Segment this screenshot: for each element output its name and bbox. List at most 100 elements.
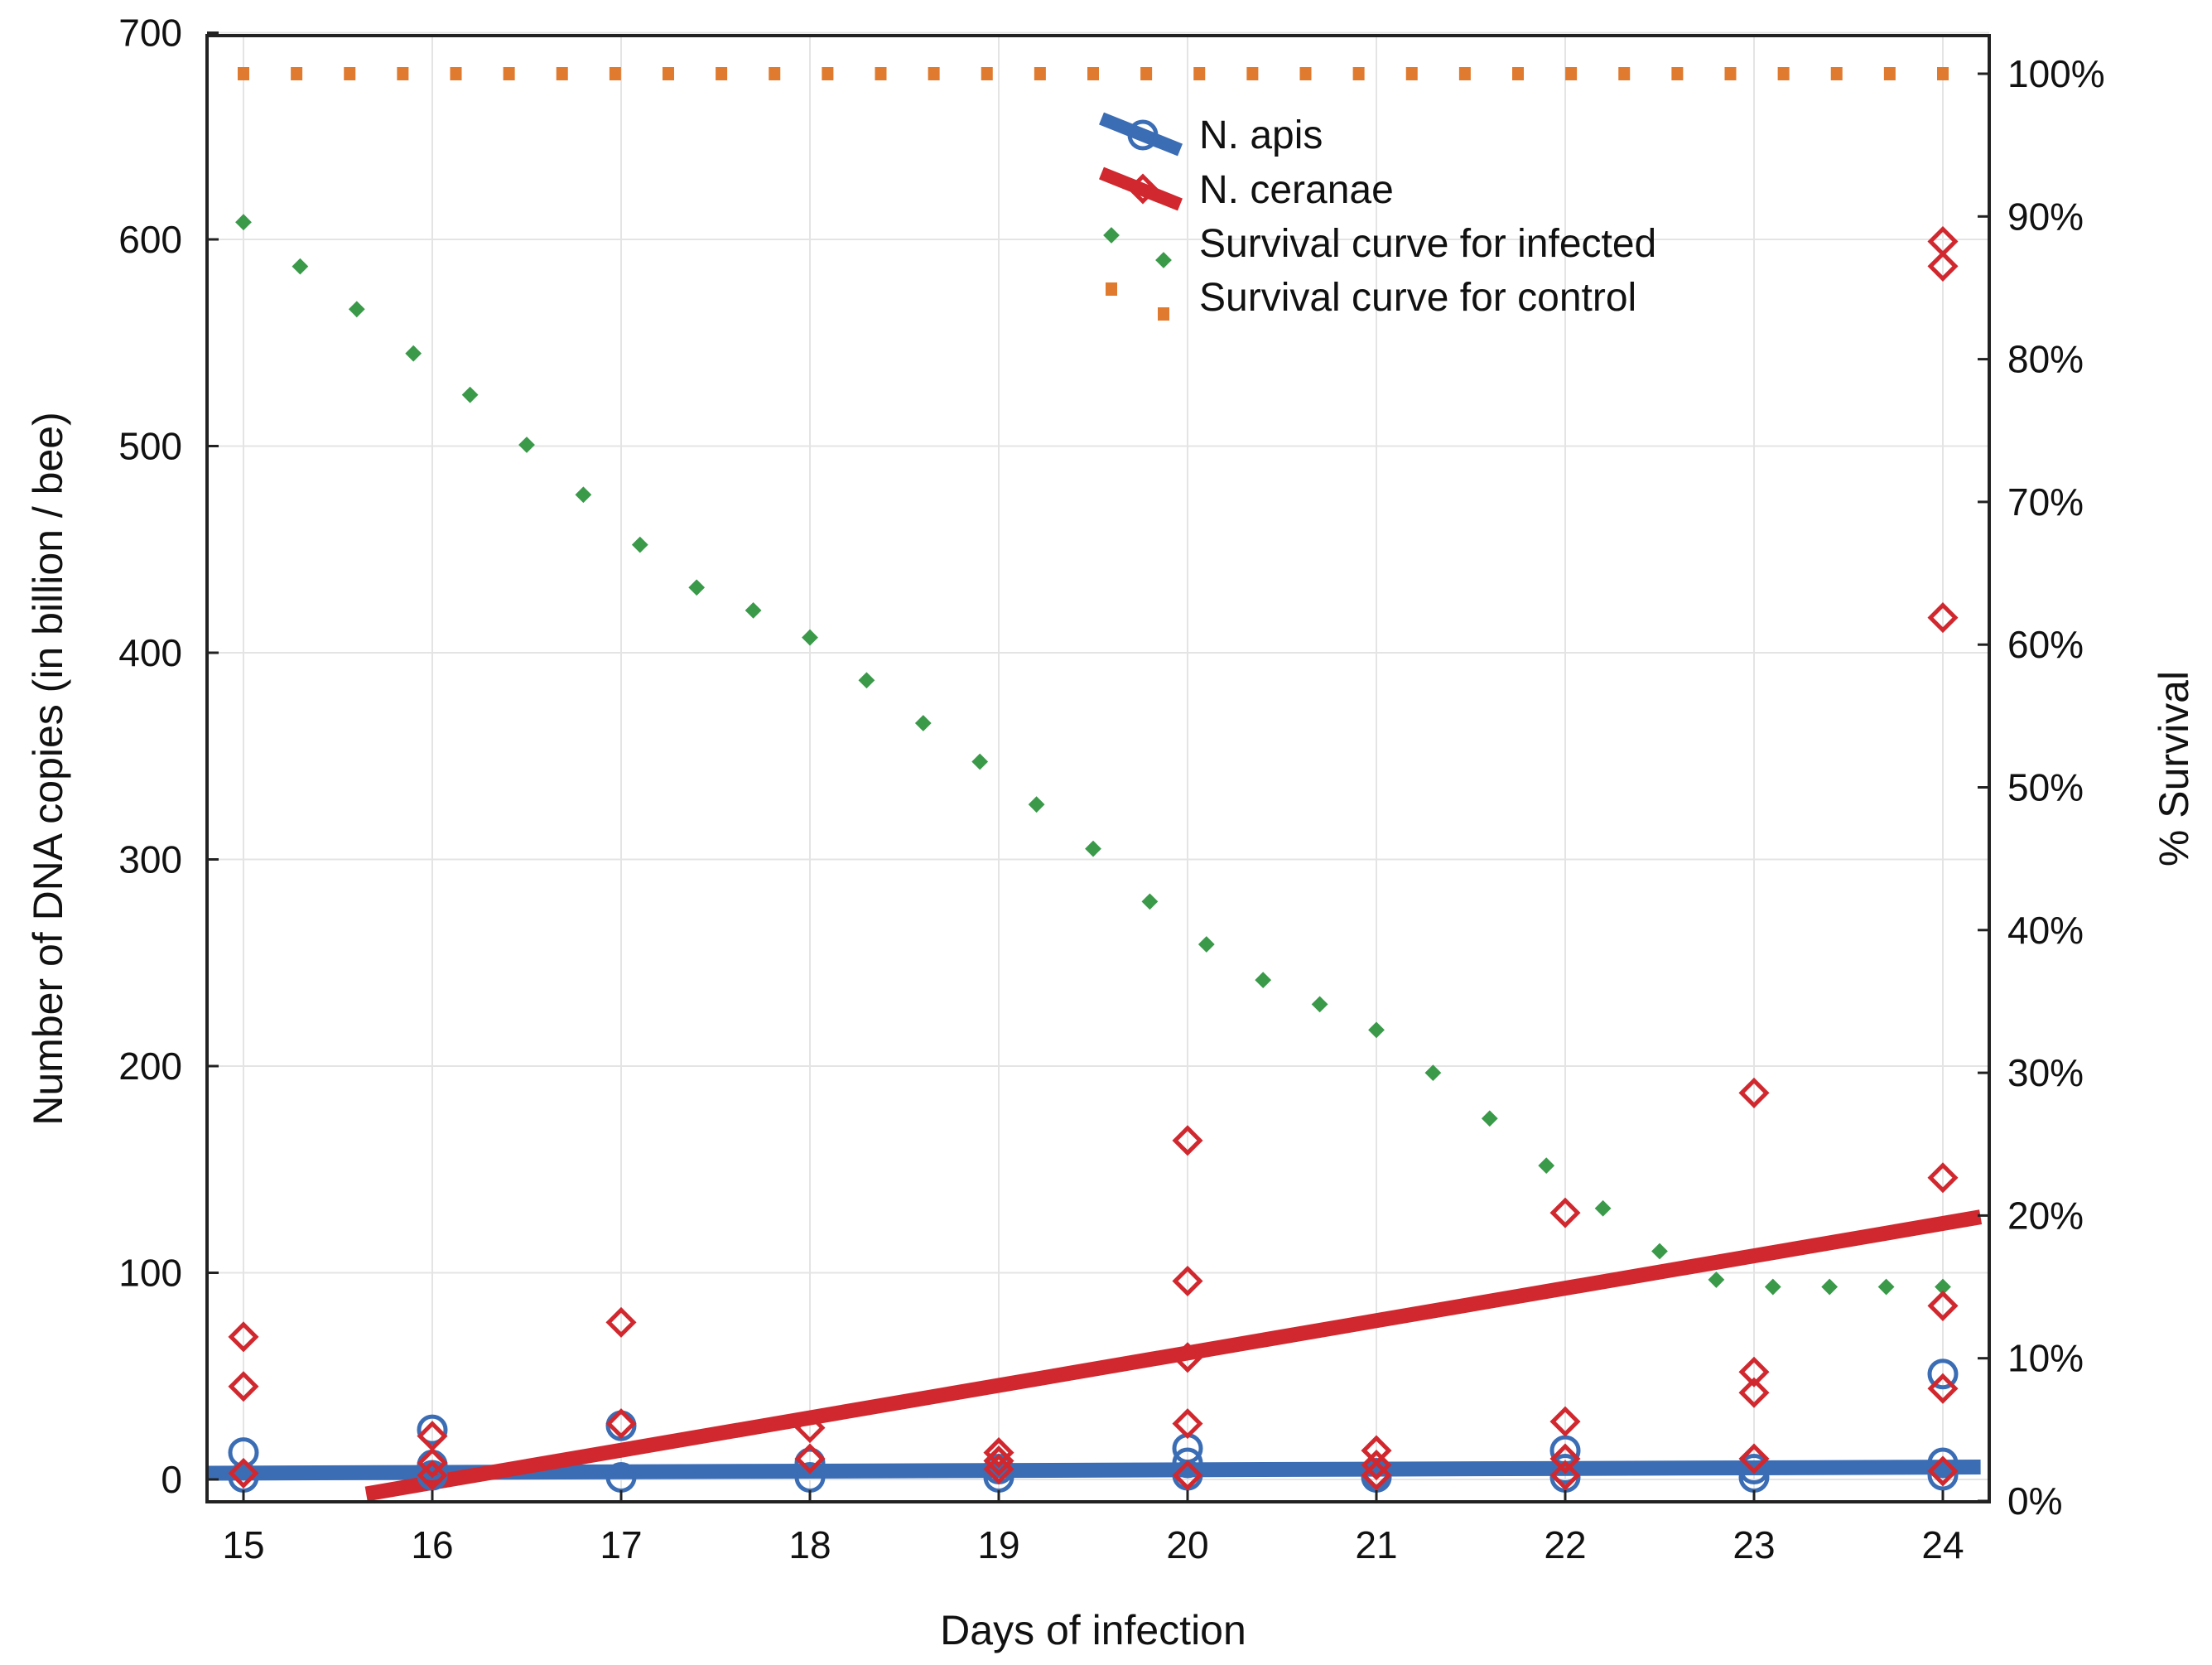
survival-control-dot bbox=[1777, 67, 1790, 80]
n-ceranae-point bbox=[1361, 1460, 1392, 1491]
y-tick-label: 300 bbox=[118, 838, 182, 881]
legend-infected-dot bbox=[1103, 227, 1120, 244]
y2-tick-label: 90% bbox=[2007, 195, 2084, 238]
n-ceranae-point bbox=[1927, 1373, 1959, 1404]
n-apis-point bbox=[1927, 1359, 1959, 1390]
n-ceranae-point bbox=[983, 1437, 1014, 1469]
y-axis-title: Number of DNA copies (in billion / bee) bbox=[25, 412, 71, 1126]
survival-infected-dot bbox=[518, 437, 535, 453]
legend-label: N. apis bbox=[1199, 113, 1323, 157]
survival-infected-dot bbox=[348, 301, 365, 318]
survival-control-dot bbox=[1246, 67, 1259, 80]
legend-label: N. ceranae bbox=[1199, 168, 1394, 212]
n-apis-point bbox=[1738, 1454, 1770, 1485]
survival-control-dot bbox=[769, 67, 781, 80]
n-apis-point bbox=[794, 1447, 826, 1479]
survival-control-dot bbox=[1352, 67, 1365, 80]
x-tick-label: 17 bbox=[600, 1523, 642, 1566]
n-ceranae-point bbox=[1361, 1449, 1392, 1481]
y-tick-label: 400 bbox=[118, 631, 182, 674]
y-tick-label: 200 bbox=[118, 1045, 182, 1088]
survival-control-dot bbox=[1405, 67, 1418, 80]
survival-control-dot bbox=[450, 67, 462, 80]
n-ceranae-point bbox=[983, 1453, 1014, 1485]
survival-infected-dot bbox=[1651, 1243, 1668, 1260]
n-ceranae-point bbox=[1927, 1162, 1959, 1194]
n-ceranae-point bbox=[983, 1445, 1014, 1477]
survival-control-dot bbox=[716, 67, 728, 80]
y2-tick-label: 80% bbox=[2007, 338, 2084, 381]
survival-infected-dot bbox=[914, 715, 932, 731]
n-ceranae-point bbox=[228, 1321, 259, 1353]
survival-control-dot bbox=[1618, 67, 1631, 80]
legend-control-dot bbox=[1106, 282, 1117, 296]
survival-infected-dot bbox=[292, 258, 309, 275]
n-ceranae-point bbox=[1172, 1460, 1203, 1491]
survival-control-dot bbox=[1458, 67, 1471, 80]
survival-infected-dot bbox=[1764, 1278, 1781, 1296]
legend-control-dot bbox=[1158, 307, 1169, 321]
survival-control-dot bbox=[556, 67, 568, 80]
n-ceranae-point bbox=[1927, 250, 1959, 282]
survival-control-dot bbox=[397, 67, 409, 80]
y2-tick-label: 0% bbox=[2007, 1479, 2062, 1523]
y2-tick-label: 100% bbox=[2007, 52, 2105, 95]
survival-infected-dot bbox=[1877, 1278, 1895, 1296]
survival-control-dot bbox=[609, 67, 621, 80]
n-ceranae-point bbox=[794, 1412, 826, 1444]
survival-infected-dot bbox=[745, 601, 762, 619]
survival-control-dot bbox=[503, 67, 515, 80]
n-ceranae-point bbox=[794, 1443, 826, 1474]
survival-infected-dot bbox=[1255, 972, 1272, 989]
survival-control-dot bbox=[822, 67, 834, 80]
survival-control-dot bbox=[344, 67, 356, 80]
y2-tick-label: 10% bbox=[2007, 1337, 2084, 1380]
survival-infected-dot bbox=[1141, 893, 1159, 910]
n-ceranae-point bbox=[1549, 1443, 1581, 1474]
survival-infected-dot bbox=[1481, 1110, 1498, 1127]
survival-infected-dot bbox=[1821, 1278, 1839, 1296]
survival-infected-dot bbox=[688, 579, 706, 596]
survival-control-dot bbox=[1193, 67, 1206, 80]
n-ceranae-point bbox=[1738, 1356, 1770, 1388]
n-ceranae-point bbox=[1927, 1455, 1959, 1487]
n-ceranae-point bbox=[1738, 1377, 1770, 1408]
legend-infected-dot bbox=[1155, 252, 1172, 268]
survival-infected-dot bbox=[1538, 1157, 1555, 1174]
x-tick-label: 21 bbox=[1355, 1523, 1397, 1566]
n-ceranae-point bbox=[1738, 1077, 1770, 1108]
legend-n-ceranae-marker bbox=[1127, 173, 1159, 205]
survival-infected-dot bbox=[461, 386, 479, 403]
y2-tick-label: 30% bbox=[2007, 1051, 2084, 1094]
survival-infected-dot bbox=[1708, 1272, 1725, 1288]
legend-n-apis-marker bbox=[1127, 119, 1159, 151]
survival-control-dot bbox=[1724, 67, 1737, 80]
survival-infected-dot bbox=[1368, 1021, 1385, 1039]
n-ceranae-point bbox=[417, 1460, 448, 1491]
survival-infected-dot bbox=[575, 486, 592, 504]
survival-infected-dot bbox=[1594, 1199, 1612, 1217]
survival-control-dot bbox=[291, 67, 303, 80]
x-tick-label: 24 bbox=[1921, 1523, 1964, 1566]
y2-tick-label: 40% bbox=[2007, 909, 2084, 952]
y2-tick-label: 20% bbox=[2007, 1194, 2084, 1237]
legend-label: Survival curve for control bbox=[1199, 276, 1636, 320]
survival-control-dot bbox=[1883, 67, 1896, 80]
survival-infected-dot bbox=[235, 214, 252, 231]
y2-tick-label: 60% bbox=[2007, 623, 2084, 666]
survival-infected-dot bbox=[1085, 840, 1101, 857]
survival-infected-dot bbox=[1424, 1064, 1442, 1081]
survival-control-dot bbox=[875, 67, 887, 80]
legend: N. apis N. ceranae Survival curve for infe… bbox=[1099, 112, 1656, 321]
y2-tick-label: 70% bbox=[2007, 480, 2084, 524]
n-apis-point bbox=[1172, 1447, 1203, 1479]
y-tick-label: 700 bbox=[118, 12, 182, 55]
survival-infected-dot bbox=[971, 753, 989, 770]
n-ceranae-point bbox=[228, 1457, 259, 1489]
x-tick-label: 18 bbox=[788, 1523, 831, 1566]
n-ceranae-trend-line bbox=[364, 1209, 1983, 1502]
y-tick-label: 600 bbox=[118, 218, 182, 261]
survival-control-dot bbox=[1565, 67, 1578, 80]
survival-control-dot bbox=[663, 67, 674, 80]
